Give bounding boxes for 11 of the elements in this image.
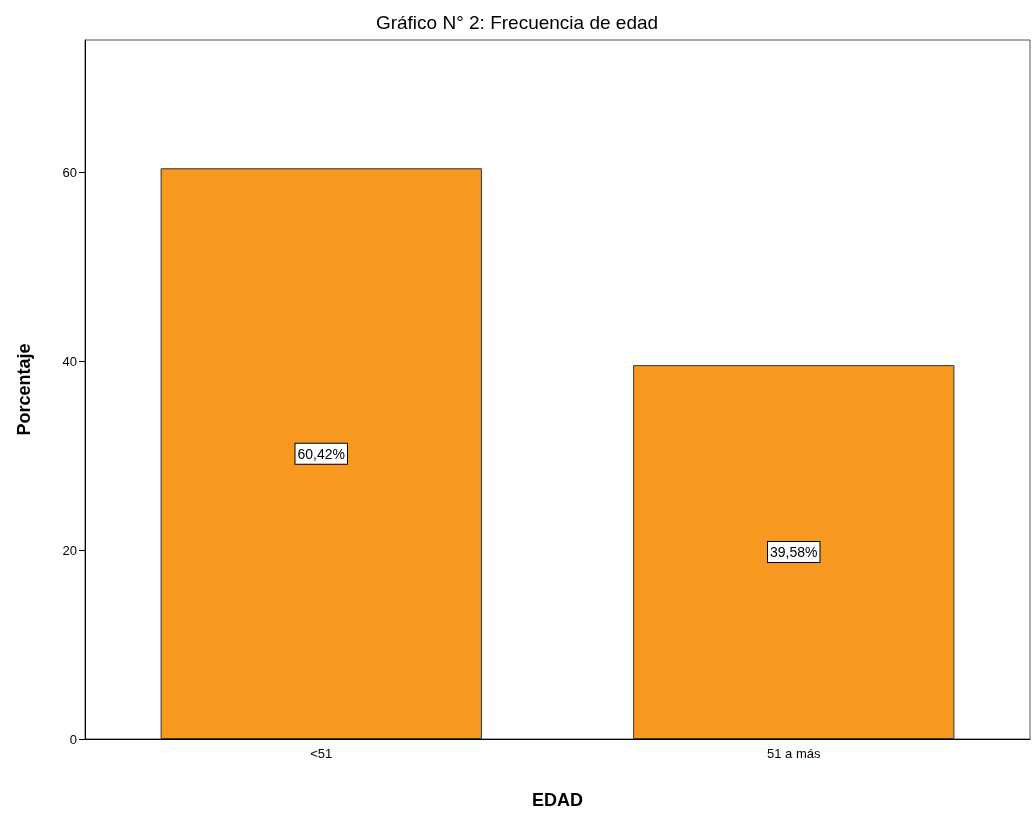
- x-axis-title: EDAD: [531, 790, 584, 810]
- y-tick-label: 20: [62, 542, 77, 558]
- x-tick-label: <51: [310, 746, 333, 761]
- x-tick-label: 51 a más: [767, 746, 821, 761]
- data-label: 60,42%: [297, 445, 345, 462]
- data-label: 39,58%: [770, 544, 818, 561]
- y-axis-title: Porcentaje: [14, 343, 34, 436]
- y-tick-label: 60: [62, 164, 77, 180]
- chart-title: Gráfico N° 2: Frecuencia de edad: [375, 12, 659, 33]
- y-tick-label: 40: [62, 353, 77, 369]
- y-tick-label: 0: [69, 731, 77, 747]
